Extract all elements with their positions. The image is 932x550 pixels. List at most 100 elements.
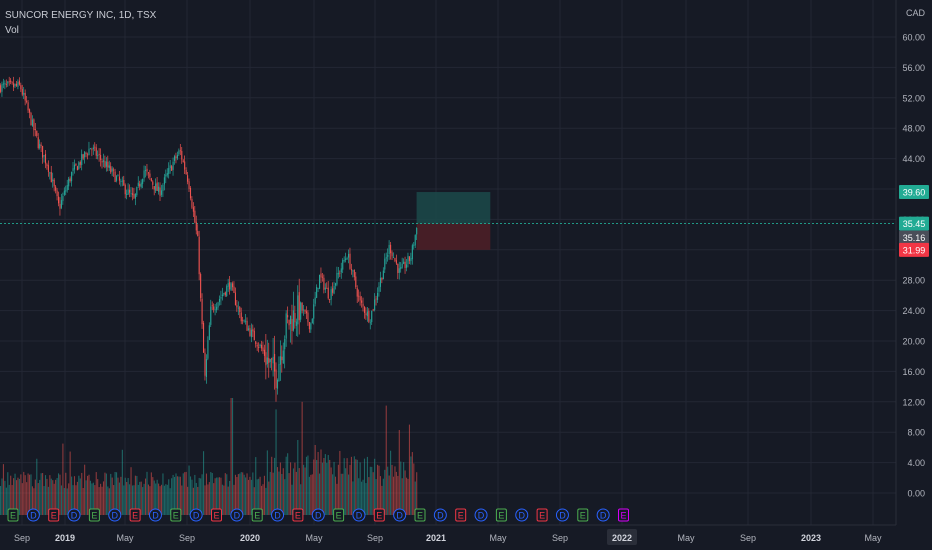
candle-body <box>160 190 163 195</box>
earnings-marker-box[interactable] <box>129 508 141 522</box>
candle-body <box>139 184 141 187</box>
dividend-marker-circle[interactable] <box>433 508 447 522</box>
earnings-marker-box[interactable] <box>170 508 182 522</box>
earnings-marker[interactable]: E <box>414 508 426 522</box>
dividend-marker-circle[interactable] <box>393 508 407 522</box>
dividend-marker-circle[interactable] <box>311 508 325 522</box>
volume-indicator-label[interactable]: Vol <box>5 25 19 36</box>
earnings-marker[interactable]: E <box>7 508 19 522</box>
dividend-marker-circle[interactable] <box>555 508 569 522</box>
dividend-marker[interactable]: D <box>67 508 81 522</box>
earnings-marker[interactable]: E <box>373 508 385 522</box>
dividend-marker-circle[interactable] <box>352 508 366 522</box>
dividend-marker[interactable]: D <box>271 508 285 522</box>
earnings-marker[interactable]: E <box>129 508 141 522</box>
candle-body <box>71 172 73 182</box>
price-axis[interactable]: 60.0056.0052.0048.0044.0040.0036.0032.00… <box>895 0 932 550</box>
earnings-marker[interactable]: E <box>577 508 589 522</box>
earnings-marker-box[interactable] <box>251 508 263 522</box>
volume-bar <box>204 485 206 515</box>
profit-target-zone[interactable] <box>416 192 491 224</box>
dividend-marker[interactable]: D <box>555 508 569 522</box>
earnings-marker[interactable]: E <box>211 508 222 522</box>
candle-body <box>210 306 212 325</box>
volume-bar <box>224 473 226 515</box>
dividend-marker-circle[interactable] <box>189 508 203 522</box>
candle-body <box>59 203 61 209</box>
earnings-marker-box[interactable] <box>414 508 426 522</box>
dividend-marker[interactable]: D <box>108 508 122 522</box>
earnings-marker[interactable]: E <box>455 508 467 522</box>
volume-bar <box>250 479 252 515</box>
dividend-marker[interactable]: D <box>26 508 40 522</box>
earnings-marker-box[interactable] <box>455 508 467 522</box>
candle-body <box>229 282 231 290</box>
earnings-marker-box[interactable] <box>577 508 589 522</box>
earnings-marker[interactable]: E <box>333 508 345 522</box>
earnings-marker-box[interactable] <box>618 508 629 522</box>
symbol-title[interactable]: SUNCOR ENERGY INC, 1D, TSX <box>5 10 157 21</box>
candle-body <box>104 161 106 168</box>
earnings-marker-box[interactable] <box>211 508 222 522</box>
candle-body <box>105 161 107 167</box>
earnings-marker[interactable]: E <box>618 508 629 522</box>
earnings-marker-box[interactable] <box>48 508 60 522</box>
earnings-marker[interactable]: E <box>251 508 263 522</box>
earnings-marker[interactable]: E <box>292 508 304 522</box>
volume-bar <box>275 409 277 515</box>
dividend-marker-circle[interactable] <box>108 508 122 522</box>
candle-body <box>414 235 416 246</box>
dividend-marker-circle[interactable] <box>230 508 244 522</box>
earnings-marker[interactable]: E <box>170 508 182 522</box>
earnings-marker[interactable]: E <box>48 508 60 522</box>
earnings-marker-box[interactable] <box>7 508 19 522</box>
time-axis[interactable]: Sep 2019 May Sep 2020 May Sep 2021 May Sep 2022 May… <box>0 524 896 550</box>
earnings-marker[interactable]: E <box>88 508 100 522</box>
candle-body <box>288 319 290 326</box>
candle-body <box>94 146 96 148</box>
volume-bar <box>395 471 397 515</box>
dividend-marker[interactable]: D <box>311 508 325 522</box>
candle-body <box>274 353 276 372</box>
candle-body <box>369 322 371 324</box>
position-zones[interactable] <box>0 192 896 250</box>
volume-bar <box>104 472 106 515</box>
dividend-marker-circle[interactable] <box>26 508 40 522</box>
dividend-marker-circle[interactable] <box>148 508 162 522</box>
candle-body <box>249 328 251 336</box>
earnings-marker-box[interactable] <box>88 508 100 522</box>
dividend-marker[interactable]: D <box>352 508 366 522</box>
dividend-marker-circle[interactable] <box>271 508 285 522</box>
dividend-marker[interactable]: D <box>148 508 162 522</box>
volume-bar <box>304 467 306 515</box>
time-tick-label: 2021 <box>426 533 446 543</box>
earnings-marker-box[interactable] <box>536 508 548 522</box>
dividend-marker-circle[interactable] <box>67 508 81 522</box>
volume-bar <box>33 488 35 515</box>
dividend-marker[interactable]: D <box>189 508 203 522</box>
volume-bar <box>105 473 107 515</box>
earnings-marker[interactable]: E <box>536 508 548 522</box>
dividend-marker[interactable]: D <box>393 508 407 522</box>
dividend-marker[interactable]: D <box>515 508 529 522</box>
earnings-marker[interactable]: E <box>495 508 507 522</box>
dividend-marker[interactable]: D <box>433 508 447 522</box>
volume-bar <box>355 459 357 515</box>
earnings-marker-box[interactable] <box>373 508 385 522</box>
dividend-marker[interactable]: D <box>474 508 488 522</box>
volume-bar <box>301 401 303 515</box>
earnings-marker-box[interactable] <box>333 508 345 522</box>
candle-body <box>404 261 406 268</box>
stop-loss-zone[interactable] <box>416 223 491 250</box>
dividend-marker[interactable]: D <box>596 508 610 522</box>
dividend-marker-circle[interactable] <box>596 508 610 522</box>
earnings-marker-box[interactable] <box>495 508 507 522</box>
dividend-marker[interactable]: D <box>230 508 244 522</box>
earnings-marker-box[interactable] <box>292 508 304 522</box>
dividend-marker-circle[interactable] <box>474 508 488 522</box>
volume-bar <box>361 481 363 515</box>
candle-body <box>69 178 71 182</box>
dividend-marker-circle[interactable] <box>515 508 529 522</box>
